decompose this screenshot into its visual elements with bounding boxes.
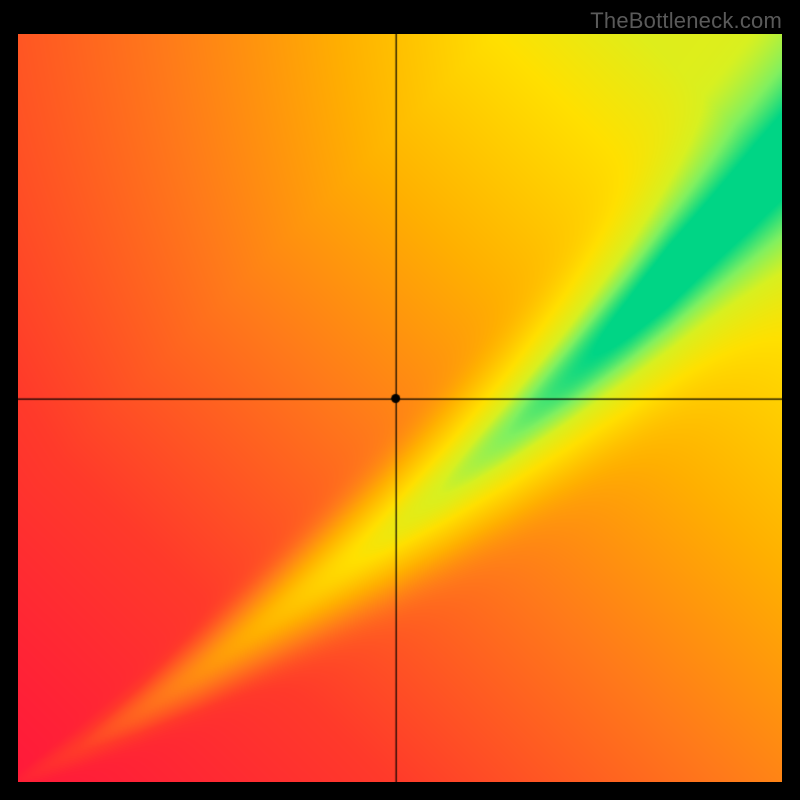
watermark-text: TheBottleneck.com: [590, 8, 782, 34]
heatmap-plot: [18, 34, 782, 782]
chart-container: TheBottleneck.com: [0, 0, 800, 800]
